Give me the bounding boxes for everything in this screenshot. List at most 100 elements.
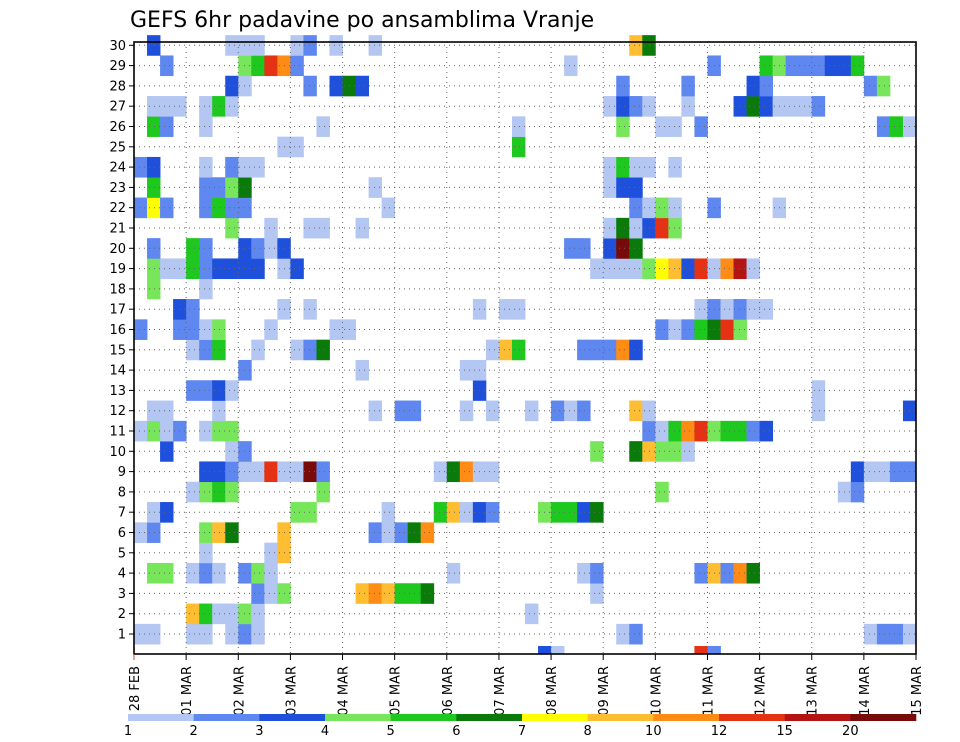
heatmap-cell [720, 562, 734, 584]
heatmap-cell [733, 420, 747, 442]
heatmap-cell [147, 35, 161, 56]
heatmap-cell [251, 35, 265, 56]
heatmap-cell [655, 116, 669, 137]
heatmap-cell [381, 522, 396, 543]
heatmap-cell [225, 380, 239, 401]
y-tick-label: 24 [109, 161, 126, 176]
heatmap-cell [863, 623, 878, 645]
heatmap-cell [811, 400, 826, 422]
heatmap-cell [199, 156, 213, 178]
heatmap-cell [381, 502, 396, 523]
heatmap-cell [160, 420, 174, 442]
heatmap-cell [199, 562, 213, 584]
heatmap-cell [199, 238, 213, 259]
heatmap-cell [251, 583, 265, 604]
heatmap-cell [811, 55, 826, 77]
heatmap-cell [629, 258, 643, 280]
heatmap-cell [655, 319, 669, 340]
heatmap-cell [225, 217, 239, 239]
heatmap-cell [433, 461, 448, 483]
heatmap-cell [590, 258, 604, 280]
heatmap-cell [147, 156, 161, 178]
heatmap-cell [186, 380, 200, 401]
x-tick-label: 28 FEB [128, 666, 143, 711]
heatmap-cell [303, 502, 317, 523]
heatmap-cell [160, 197, 174, 219]
heatmap-cell [147, 562, 161, 584]
heatmap-cell [264, 319, 278, 340]
heatmap-cell [577, 502, 591, 523]
y-tick-label: 23 [109, 181, 126, 196]
heatmap-cell [199, 278, 213, 300]
heatmap-cell [264, 583, 278, 604]
heatmap-cell [147, 400, 161, 422]
heatmap-cell [590, 583, 604, 604]
heatmap-cell [629, 339, 643, 361]
heatmap-cell [147, 522, 161, 543]
heatmap-cell [199, 339, 213, 361]
heatmap-cell [694, 258, 708, 280]
colorbar-label: 4 [321, 724, 329, 739]
y-tick-label: 7 [118, 506, 126, 521]
heatmap-cell [720, 319, 734, 340]
x-tick-label: 14 MAR [858, 666, 873, 716]
heatmap-cell [199, 461, 213, 483]
heatmap-cell [511, 299, 526, 320]
heatmap-cell [251, 55, 265, 77]
plot-frame [133, 41, 917, 655]
heatmap-cell [681, 319, 695, 340]
gridlines [134, 42, 916, 654]
heatmap-cell [212, 339, 226, 361]
heatmap-cell [199, 258, 213, 280]
heatmap-cell [720, 258, 734, 280]
heatmap-cell [225, 35, 239, 56]
colorbar-label: 20 [842, 724, 859, 739]
heatmap-cell [394, 583, 409, 604]
heatmap-cell [629, 217, 643, 239]
y-tick-label: 18 [109, 282, 126, 297]
heatmap-cell [459, 461, 474, 483]
heatmap-cell [225, 481, 239, 503]
heatmap-cell [577, 339, 591, 361]
heatmap-cell [290, 55, 304, 77]
heatmap-cell [225, 441, 239, 462]
chart-title: GEFS 6hr padavine po ansamblima Vranje [130, 8, 594, 33]
heatmap-cell [746, 299, 760, 320]
x-tick-label: 15 MAR [910, 666, 925, 716]
heatmap-cell [134, 522, 148, 543]
colorbar-label: 2 [190, 724, 198, 739]
heatmap-cell [746, 258, 760, 280]
heatmap-cell [616, 217, 630, 239]
heatmap-cell [225, 197, 239, 219]
heatmap-cell [616, 339, 630, 361]
colorbar-swatch [850, 714, 917, 721]
heatmap-cell [199, 177, 213, 198]
heatmap-cell [889, 461, 904, 483]
heatmap-cell [629, 156, 643, 178]
heatmap-cell [759, 299, 774, 320]
heatmap-cell [668, 116, 682, 137]
heatmap-cell [759, 75, 774, 97]
y-tick-label: 8 [118, 485, 126, 500]
heatmap-cell [225, 522, 239, 543]
x-tick-label: 09 MAR [597, 666, 612, 716]
heatmap-cell [251, 238, 265, 259]
heatmap-cell [564, 502, 578, 523]
heatmap-cell [733, 299, 747, 320]
heatmap-cell [759, 420, 774, 442]
heatmap-cell [199, 623, 213, 645]
heatmap-cell [212, 420, 226, 442]
colorbar-swatch [522, 714, 588, 721]
heatmap-cell [264, 461, 278, 483]
heatmap-cell [225, 75, 239, 97]
heatmap-cell [199, 542, 213, 564]
colorbar-swatch [259, 714, 326, 721]
heatmap-cell [225, 177, 239, 198]
heatmap-cell [186, 258, 200, 280]
x-tick-label: 05 MAR [389, 666, 404, 716]
heatmap-cell [147, 96, 161, 117]
heatmap-cell [629, 623, 643, 645]
y-tick-label: 19 [109, 262, 126, 277]
y-tick-label: 10 [109, 445, 126, 460]
x-tick-label: 12 MAR [754, 666, 769, 716]
